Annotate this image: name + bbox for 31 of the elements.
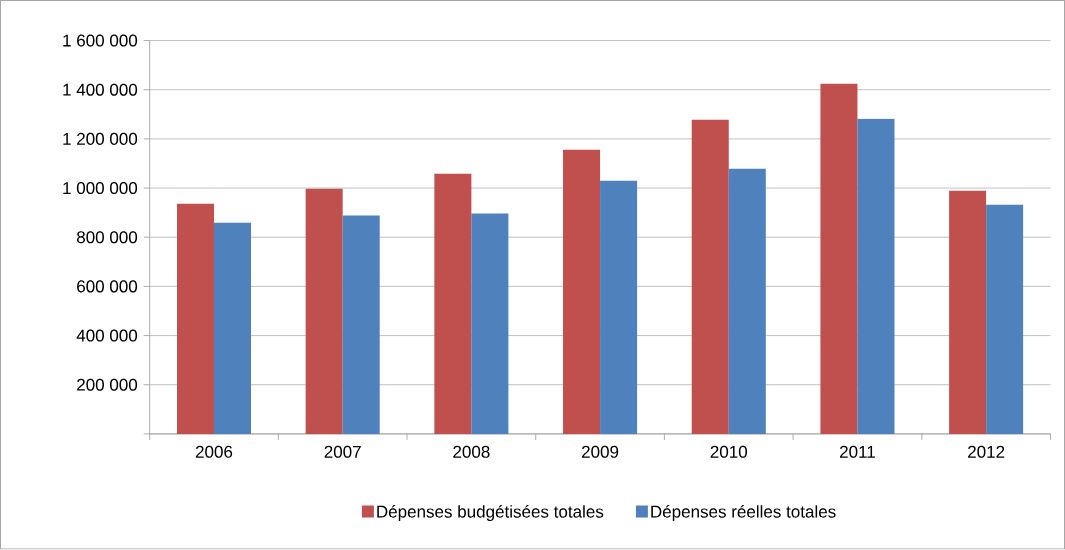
bar [820, 83, 858, 435]
x-tick-label: 2006 [195, 446, 233, 459]
bar [600, 180, 638, 435]
y-tick-label: 200 000 [77, 378, 138, 391]
x-tick-label: 2008 [453, 446, 490, 459]
bar [471, 213, 509, 435]
legend-label: Dépenses budgétisées totales [377, 505, 604, 522]
bar [342, 215, 380, 435]
bar [434, 174, 472, 435]
bar [986, 205, 1024, 435]
bar [213, 222, 252, 435]
bar [691, 119, 729, 435]
y-tick-label: 1 600 000 [63, 34, 138, 47]
y-tick-label: 1 200 000 [63, 133, 138, 146]
x-tick-label: 2007 [324, 446, 361, 459]
y-tick-label: 1 000 000 [63, 182, 138, 195]
x-tick-label: 2009 [582, 446, 619, 459]
bar [949, 190, 987, 435]
y-tick-label: 400 000 [76, 329, 138, 342]
bar [305, 189, 343, 435]
y-tick-label: 800 000 [77, 231, 138, 244]
x-tick-label: 2012 [968, 446, 1005, 459]
y-tick-label: 600 000 [77, 280, 138, 293]
bar [176, 204, 214, 435]
x-tick-label: 2010 [710, 446, 748, 459]
bar [728, 168, 766, 435]
y-tick-label: 1 400 000 [63, 83, 138, 96]
bar [563, 149, 601, 435]
legend-label: Dépenses réelles totales [651, 505, 836, 522]
x-tick-label: 2011 [840, 446, 875, 459]
bar [857, 118, 895, 435]
